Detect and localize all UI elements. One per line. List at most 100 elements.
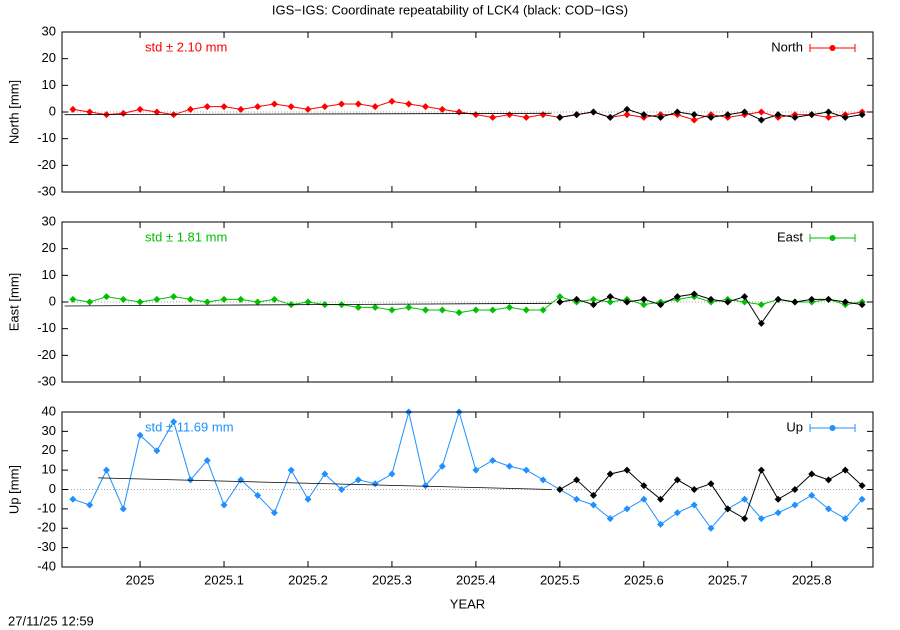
point bbox=[489, 113, 497, 121]
point bbox=[707, 295, 715, 303]
point bbox=[455, 108, 463, 116]
point bbox=[623, 505, 631, 513]
y-tick-label: -20 bbox=[37, 157, 56, 172]
x-tick-label: 2025 bbox=[126, 572, 155, 587]
point bbox=[774, 509, 782, 517]
y-tick-label: 30 bbox=[42, 423, 56, 438]
point bbox=[589, 108, 597, 116]
point bbox=[690, 486, 698, 493]
point bbox=[623, 111, 631, 119]
point bbox=[825, 476, 833, 484]
point bbox=[69, 105, 77, 113]
y-tick-label: 30 bbox=[42, 23, 56, 38]
point bbox=[657, 113, 665, 121]
point bbox=[119, 109, 127, 117]
point bbox=[690, 116, 698, 124]
y-tick-label: -10 bbox=[37, 130, 56, 145]
timestamp: 27/11/25 12:59 bbox=[8, 613, 94, 628]
point bbox=[573, 111, 581, 119]
point bbox=[606, 298, 614, 306]
point bbox=[690, 501, 698, 509]
y-tick-label: -20 bbox=[37, 347, 56, 362]
point bbox=[808, 111, 816, 119]
point bbox=[254, 298, 262, 306]
point bbox=[287, 103, 295, 111]
annotation: std ± 1.81 mm bbox=[145, 229, 227, 244]
point bbox=[640, 495, 648, 503]
point bbox=[573, 476, 581, 484]
point bbox=[472, 111, 480, 119]
point bbox=[791, 486, 799, 493]
point bbox=[673, 476, 681, 484]
point bbox=[153, 295, 161, 303]
point bbox=[858, 482, 866, 490]
point bbox=[556, 293, 564, 301]
point bbox=[69, 295, 77, 303]
x-tick-label: 2025.7 bbox=[708, 572, 748, 587]
point bbox=[338, 100, 346, 108]
y-tick-label: 0 bbox=[49, 481, 56, 496]
point bbox=[589, 491, 597, 499]
point bbox=[505, 303, 513, 311]
point bbox=[707, 524, 715, 532]
y-tick-label: -10 bbox=[37, 320, 56, 335]
x-tick-label: 2025.2 bbox=[288, 572, 328, 587]
y-tick-label: 10 bbox=[42, 462, 56, 477]
point bbox=[825, 295, 833, 303]
point bbox=[287, 466, 295, 474]
point bbox=[539, 306, 547, 314]
annotation: std ± 11.69 mm bbox=[145, 419, 234, 434]
point bbox=[136, 298, 144, 306]
point bbox=[405, 100, 413, 108]
legend-label: East bbox=[777, 229, 803, 244]
y-axis-label: Up [mm] bbox=[6, 465, 21, 514]
plot-area bbox=[69, 408, 866, 532]
point bbox=[757, 466, 765, 474]
point bbox=[422, 103, 430, 111]
y-tick-label: -10 bbox=[37, 500, 56, 515]
point bbox=[757, 108, 765, 116]
y-tick-label: 10 bbox=[42, 77, 56, 92]
point bbox=[724, 111, 732, 119]
point bbox=[673, 509, 681, 517]
point bbox=[741, 293, 749, 301]
point bbox=[489, 456, 497, 464]
point bbox=[522, 466, 530, 474]
point bbox=[422, 482, 430, 490]
point bbox=[606, 515, 614, 523]
point bbox=[270, 295, 278, 303]
point bbox=[724, 505, 732, 513]
trend-line bbox=[98, 477, 552, 490]
y-tick-label: -20 bbox=[37, 520, 56, 535]
frame bbox=[61, 221, 874, 383]
point bbox=[220, 501, 228, 509]
point bbox=[438, 462, 446, 470]
point bbox=[640, 482, 648, 490]
plot-area bbox=[64, 97, 866, 124]
point bbox=[321, 103, 329, 111]
point bbox=[858, 301, 866, 309]
point bbox=[522, 113, 530, 121]
point bbox=[203, 298, 211, 306]
point bbox=[304, 495, 312, 503]
point bbox=[606, 470, 614, 478]
point bbox=[321, 470, 329, 478]
point bbox=[220, 103, 228, 111]
y-tick-label: 20 bbox=[42, 240, 56, 255]
point bbox=[808, 295, 816, 303]
point bbox=[170, 418, 178, 426]
y-tick-label: 10 bbox=[42, 267, 56, 282]
frame bbox=[61, 411, 874, 568]
point bbox=[153, 108, 161, 116]
point bbox=[237, 105, 245, 113]
point bbox=[86, 501, 94, 509]
point bbox=[86, 108, 94, 116]
point bbox=[472, 466, 480, 474]
point bbox=[102, 293, 110, 301]
point bbox=[354, 303, 362, 311]
x-tick-label: 2025.8 bbox=[792, 572, 832, 587]
point bbox=[119, 295, 127, 303]
point bbox=[791, 298, 799, 306]
y-axis-label: North [mm] bbox=[6, 80, 21, 144]
y-tick-label: 0 bbox=[49, 103, 56, 118]
